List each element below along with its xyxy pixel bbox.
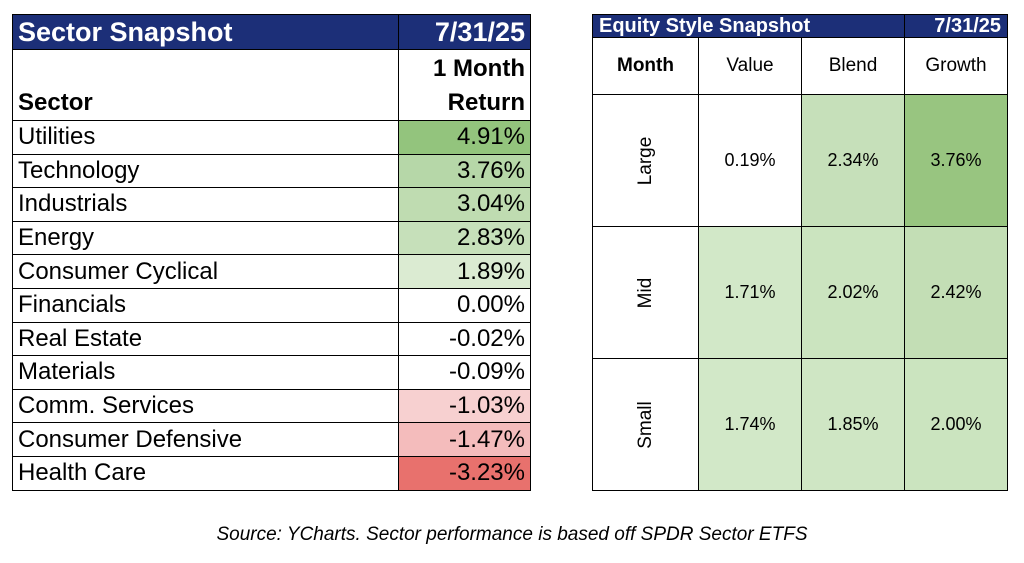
style-cell-value: 2.02% <box>801 226 905 359</box>
sector-row: Consumer Defensive -1.47% <box>12 422 531 457</box>
sector-row: Consumer Cyclical 1.89% <box>12 254 531 289</box>
sector-row: Materials -0.09% <box>12 355 531 390</box>
sector-name: Consumer Defensive <box>12 422 399 457</box>
sector-row: Utilities 4.91% <box>12 120 531 155</box>
sector-table-date: 7/31/25 <box>398 14 531 50</box>
sector-name: Materials <box>12 355 399 390</box>
style-row-label: Mid <box>634 277 656 308</box>
return-header-line1: 1 Month <box>433 55 525 82</box>
style-cell-value: 1.85% <box>801 358 905 491</box>
style-row-label-cell: Large <box>592 94 699 227</box>
sector-name: Real Estate <box>12 321 399 357</box>
style-row-label-cell: Mid <box>592 226 699 359</box>
sector-return-value: -3.23% <box>398 455 531 491</box>
sector-row: Health Care -3.23% <box>12 455 531 491</box>
style-row-label: Large <box>634 136 656 185</box>
sector-return-value: 4.91% <box>398 120 531 155</box>
return-header-line2: Return <box>447 89 525 116</box>
equity-style-snapshot-table: Equity Style Snapshot 7/31/25 Month Valu… <box>592 14 1008 491</box>
style-cell-value: 1.74% <box>698 358 802 491</box>
sector-name: Industrials <box>12 187 399 222</box>
style-row: Small 1.74% 1.85% 2.00% <box>592 358 1008 491</box>
sector-return-value: -1.03% <box>398 388 531 424</box>
sector-name: Health Care <box>12 455 399 491</box>
style-column-header: Growth <box>904 37 1008 95</box>
sector-row: Industrials 3.04% <box>12 187 531 222</box>
sector-name: Consumer Cyclical <box>12 254 399 289</box>
sector-row: Financials 0.00% <box>12 287 531 323</box>
sector-return-value: 0.00% <box>398 287 531 323</box>
sector-column-header: Sector <box>12 49 399 121</box>
sector-name: Technology <box>12 153 399 189</box>
return-column-header: 1 Month Return <box>398 49 531 121</box>
sector-row: Comm. Services -1.03% <box>12 388 531 424</box>
style-row: Mid 1.71% 2.02% 2.42% <box>592 226 1008 359</box>
sector-name: Utilities <box>12 120 399 155</box>
style-cell-value: 2.34% <box>801 94 905 227</box>
sector-snapshot-table: Sector Snapshot 7/31/25 Sector 1 Month Re… <box>12 14 531 491</box>
sector-return-value: -1.47% <box>398 422 531 457</box>
style-cell-value: 3.76% <box>904 94 1008 227</box>
sector-return-value: -0.02% <box>398 321 531 357</box>
sector-row: Real Estate -0.02% <box>12 321 531 357</box>
sector-return-value: 1.89% <box>398 254 531 289</box>
style-column-header: Value <box>698 37 802 95</box>
sector-return-value: 3.76% <box>398 153 531 189</box>
sector-row: Energy 2.83% <box>12 220 531 256</box>
style-row: Large 0.19% 2.34% 3.76% <box>592 94 1008 227</box>
style-column-header: Blend <box>801 37 905 95</box>
style-cell-value: 2.42% <box>904 226 1008 359</box>
style-cell-value: 2.00% <box>904 358 1008 491</box>
sector-name: Comm. Services <box>12 388 399 424</box>
sector-table-title-row: Sector Snapshot 7/31/25 <box>12 14 531 50</box>
style-row-label-cell: Small <box>592 358 699 491</box>
sector-name: Energy <box>12 220 399 256</box>
sector-table-title: Sector Snapshot <box>12 14 399 50</box>
style-table-date: 7/31/25 <box>904 14 1008 38</box>
sector-return-value: 3.04% <box>398 187 531 222</box>
sector-return-value: 2.83% <box>398 220 531 256</box>
sector-name: Financials <box>12 287 399 323</box>
style-table-title-row: Equity Style Snapshot 7/31/25 <box>592 14 1008 38</box>
sector-table-column-header-row: Sector 1 Month Return <box>12 49 531 121</box>
style-corner-label: Month <box>592 37 699 95</box>
style-table-column-header-row: Month Value Blend Growth <box>592 37 1008 95</box>
sector-row: Technology 3.76% <box>12 153 531 189</box>
style-cell-value: 1.71% <box>698 226 802 359</box>
source-note: Source: YCharts. Sector performance is b… <box>216 524 808 545</box>
style-table-title: Equity Style Snapshot <box>592 14 905 38</box>
style-cell-value: 0.19% <box>698 94 802 227</box>
sector-return-value: -0.09% <box>398 355 531 390</box>
style-row-label: Small <box>634 400 656 449</box>
